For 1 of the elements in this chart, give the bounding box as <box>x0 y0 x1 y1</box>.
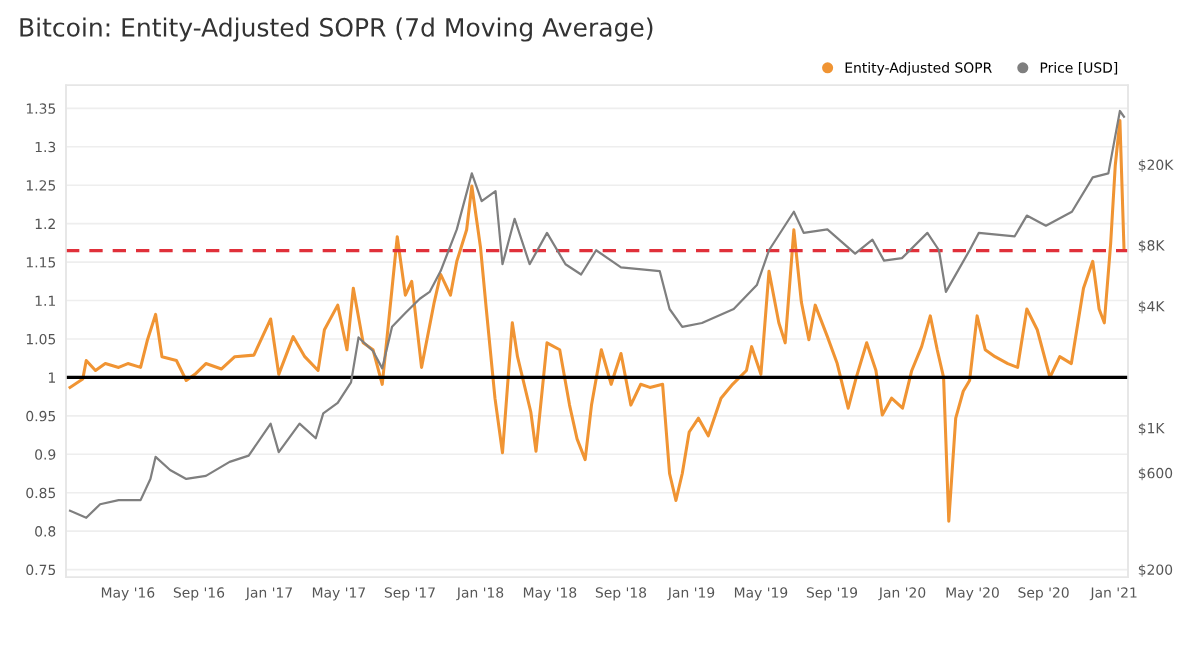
chart-title: Bitcoin: Entity-Adjusted SOPR (7d Moving Average) <box>20 17 653 42</box>
